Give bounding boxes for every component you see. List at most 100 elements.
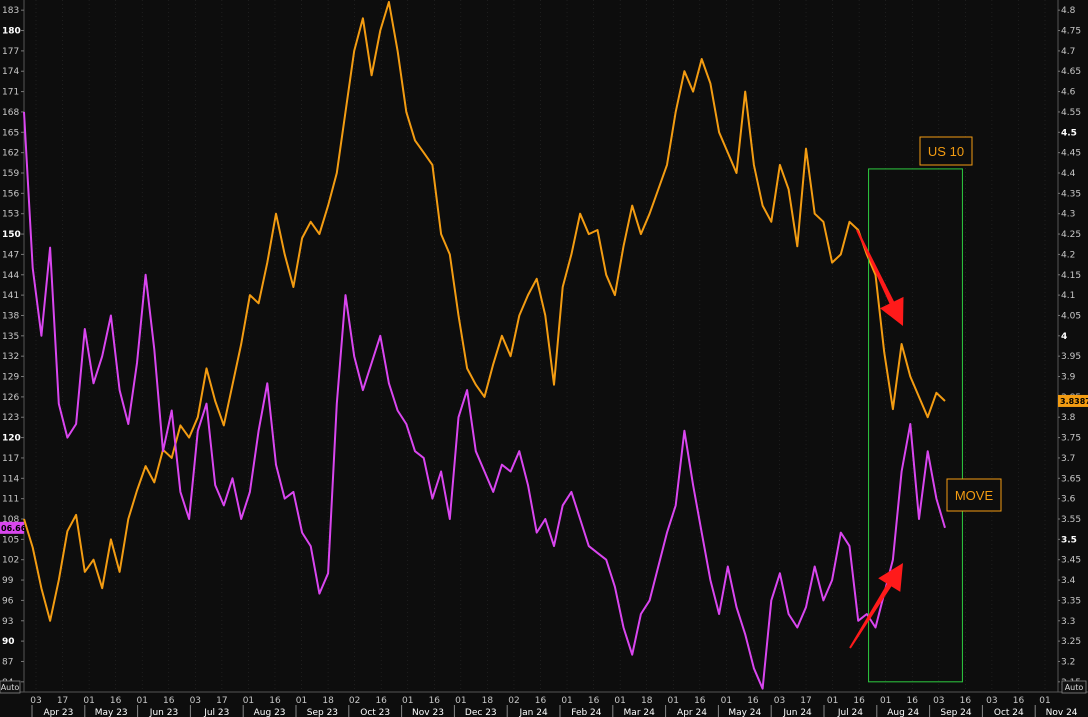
right-axis-tick-label: 3.7 — [1061, 454, 1075, 464]
x-month-label: May 24 — [728, 708, 761, 717]
auto-left-label: Auto — [1, 683, 20, 692]
x-month-label: Dec 23 — [465, 708, 497, 717]
x-day-tick-label: 01 — [296, 696, 307, 706]
x-axis: 03 17 01 16 01 16 03 17 01 16 01 18 02 16 01 16 01 18 02 16… — [0, 691, 1088, 717]
right-axis-tick-label: 3.6 — [1061, 495, 1076, 505]
annotation-layer — [849, 168, 963, 683]
left-axis-tick-label: 135 — [2, 332, 19, 342]
right-axis-tick-label: 4.3 — [1061, 210, 1075, 220]
x-day-tick-label: 16 — [535, 696, 547, 706]
left-axis-tick-label: 171 — [2, 88, 19, 98]
x-day-tick-label: 16 — [375, 696, 387, 706]
right-axis-tick-label: 4.1 — [1061, 291, 1075, 301]
x-month-label: Apr 23 — [43, 708, 73, 717]
left-axis-tick-label: 102 — [2, 556, 19, 566]
left-axis: 8487909396991021051081111141171201231261… — [0, 0, 27, 692]
x-month-label: Jan 24 — [519, 708, 548, 717]
left-axis-tick-label: 87 — [2, 657, 13, 667]
x-month-label: Oct 23 — [360, 708, 390, 717]
right-axis-tick-label: 4.15 — [1061, 271, 1081, 281]
x-day-tick-label: 16 — [907, 696, 919, 706]
left-axis-tick-label: 147 — [2, 250, 19, 260]
x-day-tick-label: 03 — [986, 696, 997, 706]
move-label: MOVE — [955, 488, 994, 503]
auto-right-button[interactable] — [1061, 680, 1087, 694]
x-day-tick-label: 03 — [933, 696, 944, 706]
left-axis-tick-label: 129 — [2, 373, 19, 383]
right-axis-tick-label: 3.8 — [1061, 413, 1076, 423]
us10-label: US 10 — [928, 144, 964, 159]
x-month-label: Jul 24 — [837, 708, 863, 717]
x-day-tick-label: 17 — [216, 696, 227, 706]
x-day-tick-label: 01 — [455, 696, 466, 706]
right-axis-tick-label: 4.5 — [1061, 128, 1077, 138]
left-axis-tick-label: 162 — [2, 149, 19, 159]
x-day-tick-label: 17 — [57, 696, 68, 706]
right-axis-tick-label: 4.2 — [1061, 250, 1075, 260]
x-day-tick-label: 16 — [694, 696, 706, 706]
us10-current-value-tag — [1058, 394, 1088, 407]
left-axis-tick-label: 183 — [2, 6, 19, 16]
left-axis-tick-label: 159 — [2, 169, 19, 179]
x-day-tick-label: 01 — [668, 696, 679, 706]
x-day-tick-label: 01 — [561, 696, 572, 706]
right-axis-tick-label: 3.95 — [1061, 352, 1081, 362]
left-axis-tick-label: 138 — [2, 311, 19, 321]
x-month-label: Jun 23 — [149, 708, 178, 717]
right-axis-tick-label: 3.25 — [1061, 637, 1081, 647]
left-axis-tick-label: 93 — [2, 617, 13, 627]
left-axis-tick-label: 180 — [2, 27, 21, 37]
left-axis-tick-label: 117 — [2, 454, 19, 464]
x-day-tick-label: 16 — [1013, 696, 1025, 706]
right-axis-tick-label: 3.5 — [1061, 535, 1077, 545]
right-axis-tick-label: 3.65 — [1061, 474, 1081, 484]
x-month-label: Aug 24 — [887, 708, 919, 717]
right-axis-tick-label: 3.35 — [1061, 596, 1081, 606]
x-month-label: Jul 23 — [203, 708, 229, 717]
right-axis-tick-label: 3.75 — [1061, 434, 1081, 444]
x-day-tick-label: 01 — [1039, 696, 1050, 706]
x-month-label: May 23 — [95, 708, 128, 717]
right-axis-tick-label: 3.2 — [1061, 657, 1075, 667]
left-axis-tick-label: 120 — [2, 434, 21, 444]
left-axis-tick-label: 114 — [2, 474, 19, 484]
left-axis-tick-label: 156 — [2, 189, 19, 199]
left-axis-tick-label: 150 — [2, 230, 21, 240]
x-month-label: Sep 24 — [940, 708, 972, 717]
move-label-box — [946, 478, 1002, 512]
x-day-tick-label: 16 — [110, 696, 122, 706]
left-axis-tick-label: 132 — [2, 352, 19, 362]
x-day-tick-label: 18 — [482, 696, 494, 706]
x-day-tick-label: 16 — [429, 696, 441, 706]
left-axis-tick-label: 123 — [2, 413, 19, 423]
right-axis-tick-label: 4.45 — [1061, 149, 1081, 159]
left-axis-tick-label: 111 — [2, 495, 19, 505]
right-axis-tick-label: 4.55 — [1061, 108, 1081, 118]
auto-left-button[interactable] — [0, 680, 21, 694]
x-day-tick-label: 03 — [774, 696, 785, 706]
x-month-label: Jun 24 — [782, 708, 812, 717]
auto-right-label: Auto — [1065, 683, 1084, 692]
left-axis-tick-label: 141 — [2, 291, 19, 301]
x-day-tick-label: 02 — [508, 696, 519, 706]
right-axis-tick-label: 4.25 — [1061, 230, 1081, 240]
left-axis-tick-label: 165 — [2, 128, 19, 138]
x-month-label: Nov 24 — [1046, 708, 1078, 717]
right-axis-tick-label: 3.55 — [1061, 515, 1081, 525]
x-month-label: Apr 24 — [677, 708, 707, 717]
up-arrow-icon — [849, 563, 903, 649]
x-day-tick-label: 01 — [880, 696, 891, 706]
x-day-tick-label: 16 — [588, 696, 600, 706]
x-day-tick-label: 18 — [641, 696, 653, 706]
x-month-label: Mar 24 — [624, 708, 656, 717]
right-axis-tick-label: 3.9 — [1061, 373, 1076, 383]
right-axis: 3.153.23.253.33.353.43.453.53.553.63.653… — [1057, 0, 1088, 692]
down-arrow-icon — [856, 229, 904, 326]
x-month-label: Oct 24 — [994, 708, 1024, 717]
x-day-tick-label: 01 — [83, 696, 94, 706]
left-axis-tick-label: 144 — [2, 271, 19, 281]
x-day-tick-label: 18 — [322, 696, 334, 706]
right-axis-tick-label: 4.35 — [1061, 189, 1081, 199]
